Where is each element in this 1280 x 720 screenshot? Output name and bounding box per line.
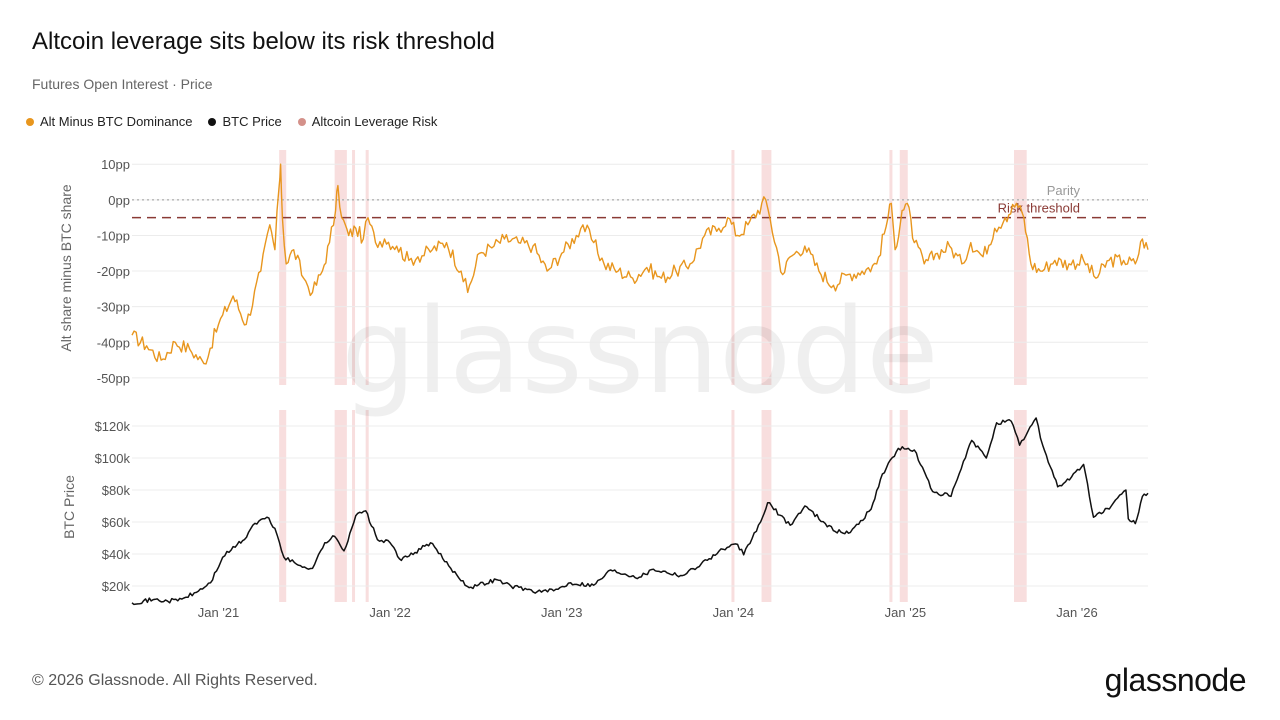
y-tick-top-6: -50pp bbox=[97, 371, 130, 386]
legend-dot-icon bbox=[26, 117, 34, 126]
y-tick-top-4: -30pp bbox=[97, 300, 130, 315]
risk-band-2-top bbox=[352, 150, 356, 385]
x-tick-1: Jan '22 bbox=[369, 605, 411, 620]
x-tick-3: Jan '24 bbox=[713, 605, 755, 620]
y-tick-bottom-5: $20k bbox=[102, 579, 131, 594]
y-tick-bottom-2: $80k bbox=[102, 483, 131, 498]
risk-band-8-top bbox=[1014, 150, 1027, 385]
x-axis: Jan '21 Jan '22 Jan '23 Jan '24 Jan '25 Jan '… bbox=[198, 605, 1098, 620]
y-tick-top-3: -20pp bbox=[97, 264, 130, 279]
chart-subtitle: Futures Open Interest · Price bbox=[32, 76, 213, 92]
glassnode-logo: glassnode bbox=[1104, 662, 1247, 698]
chart-title: Altcoin leverage sits below its risk thr… bbox=[32, 28, 495, 55]
watermark: glassnode bbox=[341, 282, 938, 420]
series-alt-minus-btc-dominance bbox=[131, 163, 1149, 365]
x-tick-5: Jan '26 bbox=[1056, 605, 1098, 620]
risk-band-4-bottom bbox=[731, 410, 735, 602]
series-btc-price bbox=[131, 417, 1149, 606]
legend-dot-icon bbox=[297, 117, 306, 126]
risk-band-0-top bbox=[279, 150, 287, 385]
y-tick-bottom-4: $40k bbox=[102, 547, 131, 562]
x-tick-4: Jan '25 bbox=[885, 605, 927, 620]
risk-band-6-top bbox=[889, 150, 893, 385]
risk-band-7-top bbox=[899, 150, 908, 385]
risk-band-3-top bbox=[365, 150, 369, 385]
y-tick-bottom-0: $120k bbox=[95, 419, 131, 434]
legend-dot-icon bbox=[208, 117, 217, 126]
risk-band-1-bottom bbox=[334, 410, 347, 602]
y-tick-top-0: 10pp bbox=[101, 157, 130, 172]
legend-label: BTC Price bbox=[222, 114, 282, 129]
risk-band-2-bottom bbox=[352, 410, 356, 602]
series-lines bbox=[131, 163, 1149, 606]
reference-lines: Parity Risk threshold bbox=[132, 183, 1148, 219]
copyright: © 2026 Glassnode. All Rights Reserved. bbox=[32, 672, 318, 689]
legend: Alt Minus BTC Dominance BTC Price Altcoi… bbox=[26, 114, 437, 129]
risk-band-0-bottom bbox=[279, 410, 287, 602]
legend-label: Altcoin Leverage Risk bbox=[311, 114, 438, 129]
risk-band-6-bottom bbox=[889, 410, 893, 602]
x-tick-2: Jan '23 bbox=[541, 605, 583, 620]
risk-band-1-top bbox=[334, 150, 347, 385]
y-tick-bottom-3: $60k bbox=[102, 515, 131, 530]
risk-band-4-top bbox=[731, 150, 735, 385]
y-tick-top-1: 0pp bbox=[108, 193, 130, 208]
risk-threshold-label: Risk threshold bbox=[998, 201, 1080, 216]
risk-band-5-top bbox=[761, 150, 772, 385]
legend-item-leverage-risk[interactable]: Altcoin Leverage Risk bbox=[297, 114, 438, 129]
legend-item-alt-dominance[interactable]: Alt Minus BTC Dominance bbox=[26, 114, 192, 129]
grid-bottom: $120k $100k $80k $60k $40k $20k bbox=[95, 419, 1148, 594]
y-tick-bottom-1: $100k bbox=[95, 451, 131, 466]
top-y-axis-title: Alt share minus BTC share bbox=[58, 184, 74, 351]
legend-item-btc-price[interactable]: BTC Price bbox=[208, 114, 282, 129]
legend-label: Alt Minus BTC Dominance bbox=[40, 114, 193, 129]
parity-label: Parity bbox=[1047, 183, 1081, 198]
risk-band-3-bottom bbox=[365, 410, 369, 602]
risk-band-7-bottom bbox=[899, 410, 908, 602]
bottom-y-axis-title: BTC Price bbox=[61, 475, 77, 539]
x-tick-0: Jan '21 bbox=[198, 605, 240, 620]
y-tick-top-2: -10pp bbox=[97, 228, 130, 243]
y-tick-top-5: -40pp bbox=[97, 335, 130, 350]
